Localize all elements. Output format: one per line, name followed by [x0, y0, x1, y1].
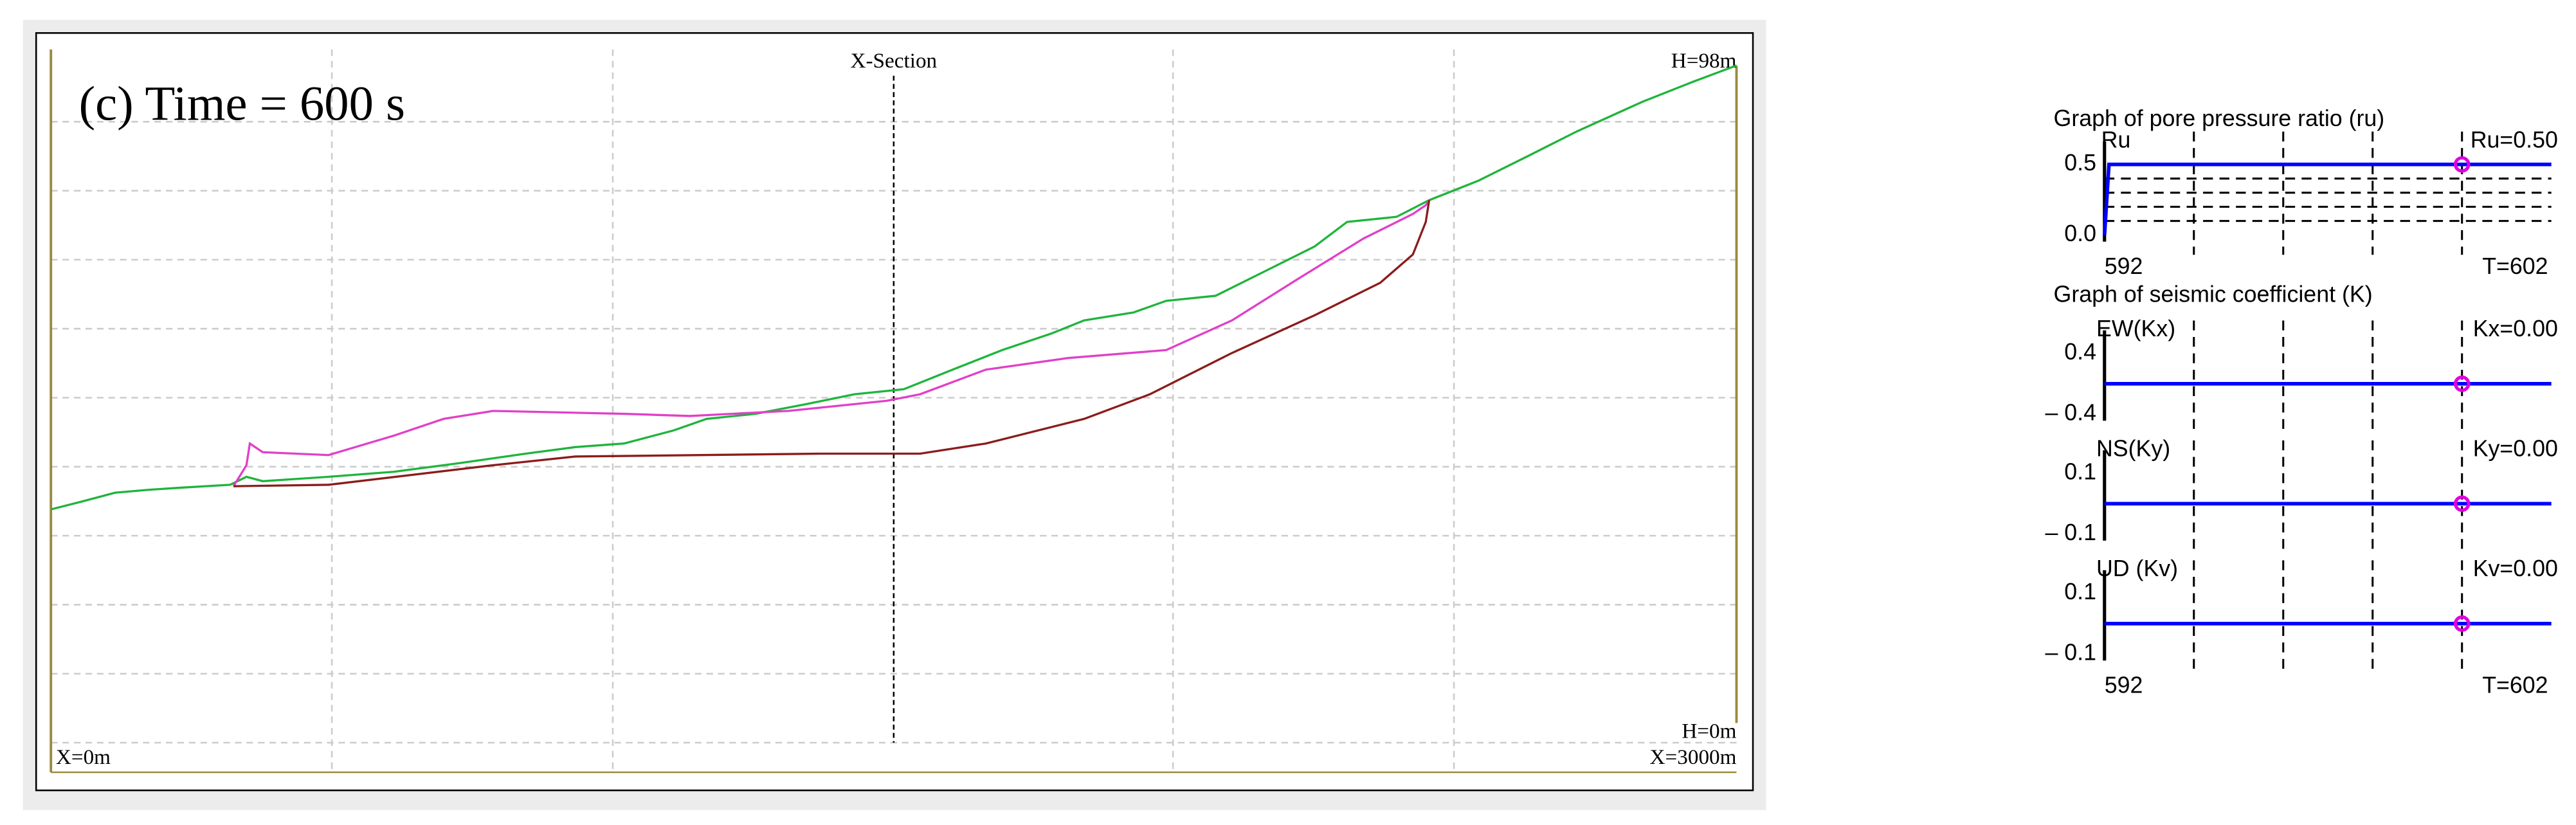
x-tick-label: T=602 — [2482, 673, 2548, 698]
chart-title: Graph of pore pressure ratio (ru) — [2054, 105, 2385, 131]
section-label: X-Section — [851, 49, 938, 73]
y-tick-label: 0.0 — [2064, 221, 2096, 246]
y-axis-label: NS(Ky) — [2096, 436, 2170, 462]
series-line — [232, 199, 1430, 487]
y-tick-label: – 0.4 — [2045, 400, 2096, 426]
x-tick-label: T=602 — [2482, 253, 2548, 279]
time-annotation: (c) Time = 600 s — [79, 76, 405, 131]
current-marker — [2453, 495, 2471, 512]
current-marker — [2453, 615, 2471, 632]
y-axis-label: Ru — [2101, 127, 2131, 152]
current-label: Ky=0.00 — [2473, 436, 2558, 462]
y-tick-label: – 0.1 — [2045, 640, 2096, 666]
series-line — [50, 64, 1737, 511]
current-label: Kx=0.00 — [2473, 316, 2558, 341]
current-marker — [2453, 376, 2471, 392]
y-axis-label: UD (Kv) — [2096, 556, 2178, 581]
y-axis-label: EW(Kx) — [2096, 316, 2175, 341]
current-marker — [2453, 156, 2471, 173]
y-tick-label: – 0.1 — [2045, 520, 2096, 545]
current-label: Ru=0.50 — [2471, 127, 2558, 152]
y-tick-label: 0.1 — [2064, 458, 2096, 484]
y-tick-label: H=0m — [1682, 719, 1736, 743]
current-label: Kv=0.00 — [2473, 556, 2558, 581]
y-tick-label: 0.1 — [2064, 579, 2096, 604]
x-tick-label: X=0m — [56, 745, 111, 769]
x-tick-label: 592 — [2105, 673, 2143, 698]
series-line — [2102, 162, 2552, 235]
y-tick-label: 0.5 — [2064, 150, 2096, 176]
series-line — [233, 200, 1431, 487]
section-canvas — [35, 32, 1754, 792]
x-tick-label: X=3000m — [1650, 745, 1737, 769]
panel-title: Graph of seismic coefficient (K) — [2054, 282, 2373, 307]
y-tick-label: 0.4 — [2064, 339, 2096, 365]
x-tick-label: 592 — [2105, 253, 2143, 279]
